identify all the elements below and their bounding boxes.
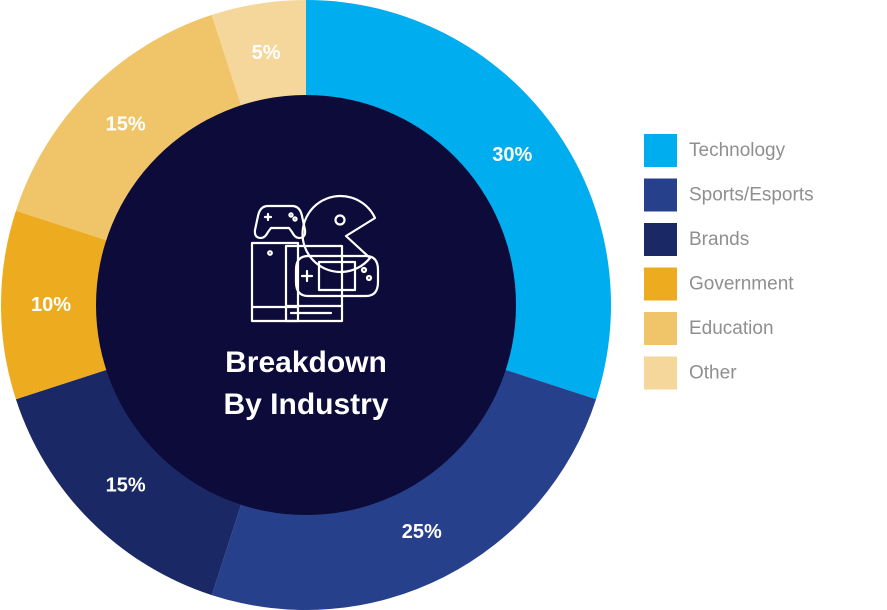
legend-swatch	[644, 267, 677, 301]
chart-title-line-2: By Industry	[223, 388, 388, 421]
slice-label-sports-esports: 25%	[402, 521, 442, 543]
slice-label-education: 15%	[106, 114, 146, 136]
legend-swatch	[644, 134, 677, 167]
legend-item-brands: Brands	[644, 223, 749, 256]
legend-item-education: Education	[644, 312, 774, 345]
slice-label-other: 5%	[252, 42, 281, 64]
legend-item-technology: Technology	[644, 134, 786, 167]
legend-label: Sports/Esports	[689, 185, 814, 206]
legend-item-sports-esports: Sports/Esports	[644, 178, 814, 212]
chart-title-line-1: Breakdown	[225, 346, 387, 379]
slice-label-brands: 15%	[106, 474, 146, 496]
slice-labels-group: 30% 25% 15% 10% 15% 5%	[31, 42, 533, 543]
legend-item-government: Government	[644, 267, 794, 301]
slice-label-government: 10%	[31, 294, 71, 316]
legend-label: Technology	[689, 140, 786, 161]
legend-item-other: Other	[644, 356, 737, 390]
legend-label: Government	[689, 274, 794, 295]
legend-label: Brands	[689, 229, 749, 250]
legend-label: Other	[689, 363, 737, 384]
legend-swatch	[644, 356, 677, 390]
legend-swatch	[644, 312, 677, 345]
legend-swatch	[644, 223, 677, 256]
legend-label: Education	[689, 318, 774, 339]
slice-label-technology: 30%	[492, 144, 532, 166]
legend: Technology Sports/Esports Brands Government…	[644, 134, 814, 390]
legend-swatch	[644, 178, 677, 212]
gaming-consoles-icon	[250, 194, 380, 323]
